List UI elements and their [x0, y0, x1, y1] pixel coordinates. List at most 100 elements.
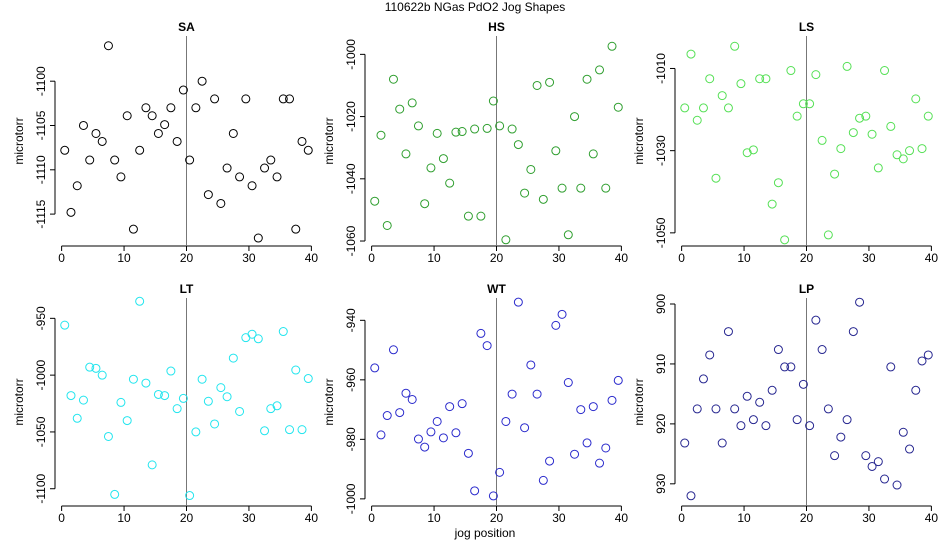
data-point	[532, 389, 542, 399]
data-point	[520, 423, 530, 433]
data-point	[911, 94, 921, 104]
data-point	[451, 428, 461, 438]
y-tick-label: -1000	[344, 39, 358, 70]
y-tick-label: -1040	[344, 163, 358, 194]
data-point	[272, 401, 282, 411]
data-point	[241, 333, 251, 343]
data-point	[805, 99, 815, 109]
data-point	[792, 111, 802, 121]
x-tick-label: 30	[862, 511, 876, 525]
data-point	[222, 392, 232, 402]
data-point	[601, 183, 611, 193]
data-point	[285, 94, 295, 104]
y-tick-label: -1100	[34, 66, 48, 96]
data-point	[297, 136, 307, 146]
data-point	[520, 188, 530, 198]
x-tick-label: 0	[368, 251, 375, 265]
data-point	[570, 112, 580, 122]
x-tick-label: 0	[58, 251, 65, 265]
data-point	[253, 334, 263, 344]
data-point	[551, 320, 561, 330]
data-point	[141, 103, 151, 113]
y-axis-label: microtorr	[322, 117, 336, 164]
y-tick-label: -950	[34, 306, 48, 330]
data-point	[563, 378, 573, 388]
data-point	[613, 102, 623, 112]
data-point	[141, 378, 151, 388]
data-point	[892, 480, 902, 490]
data-point	[376, 130, 386, 140]
data-point	[898, 427, 908, 437]
y-tick-label: -1000	[34, 359, 48, 390]
data-point	[241, 94, 251, 104]
data-point	[72, 413, 82, 423]
data-point	[420, 199, 430, 209]
data-point	[798, 99, 808, 109]
y-axis-label: microtorr	[12, 117, 26, 164]
data-point	[848, 327, 858, 337]
data-point	[72, 181, 82, 191]
data-point	[91, 363, 101, 373]
data-point	[742, 148, 752, 158]
data-point	[420, 442, 430, 452]
data-point	[303, 374, 313, 384]
y-tick-label: -960	[344, 368, 358, 392]
data-point	[470, 486, 480, 496]
data-point	[545, 456, 555, 466]
data-point	[122, 416, 132, 426]
y-tick-label: 930	[654, 473, 668, 493]
data-point	[538, 194, 548, 204]
data-point	[228, 353, 238, 363]
data-point	[160, 391, 170, 401]
y-tick-label: -940	[344, 308, 358, 332]
data-point	[116, 172, 126, 182]
data-point	[185, 155, 195, 165]
data-point	[172, 136, 182, 146]
data-point	[272, 172, 282, 182]
data-point	[576, 405, 586, 415]
data-point	[488, 96, 498, 106]
data-point	[892, 150, 902, 160]
data-point	[601, 443, 611, 453]
data-point	[178, 85, 188, 95]
data-point	[78, 120, 88, 130]
x-tick-label: 40	[305, 251, 319, 265]
data-point	[135, 145, 145, 155]
data-point	[886, 121, 896, 131]
data-point	[382, 220, 392, 230]
data-point	[370, 196, 380, 206]
y-axis-label: microtorr	[632, 117, 646, 164]
y-tick-label: -1115	[34, 199, 48, 228]
data-point	[811, 315, 821, 325]
x-tick-label: 0	[678, 511, 685, 525]
x-tick-label: 0	[58, 511, 65, 525]
data-point	[773, 178, 783, 188]
panel-title: WT	[487, 282, 506, 296]
data-point	[680, 438, 690, 448]
data-point	[413, 434, 423, 444]
data-point	[160, 120, 170, 130]
data-point	[880, 474, 890, 484]
data-point	[755, 397, 765, 407]
data-point	[786, 66, 796, 76]
data-point	[873, 163, 883, 173]
data-point	[588, 149, 598, 159]
data-point	[103, 431, 113, 441]
y-tick-label: -1010	[654, 53, 668, 84]
data-point	[576, 183, 586, 193]
data-point	[97, 370, 107, 380]
data-point	[285, 425, 295, 435]
data-point	[172, 404, 182, 414]
data-point	[260, 163, 270, 173]
data-point	[842, 61, 852, 71]
x-tick-label: 20	[800, 511, 814, 525]
data-point	[680, 103, 690, 113]
data-point	[376, 430, 386, 440]
data-point	[805, 421, 815, 431]
data-point	[147, 460, 157, 470]
data-point	[886, 362, 896, 372]
data-point	[370, 363, 380, 373]
data-point	[867, 129, 877, 139]
data-point	[761, 74, 771, 84]
data-point	[216, 383, 226, 393]
